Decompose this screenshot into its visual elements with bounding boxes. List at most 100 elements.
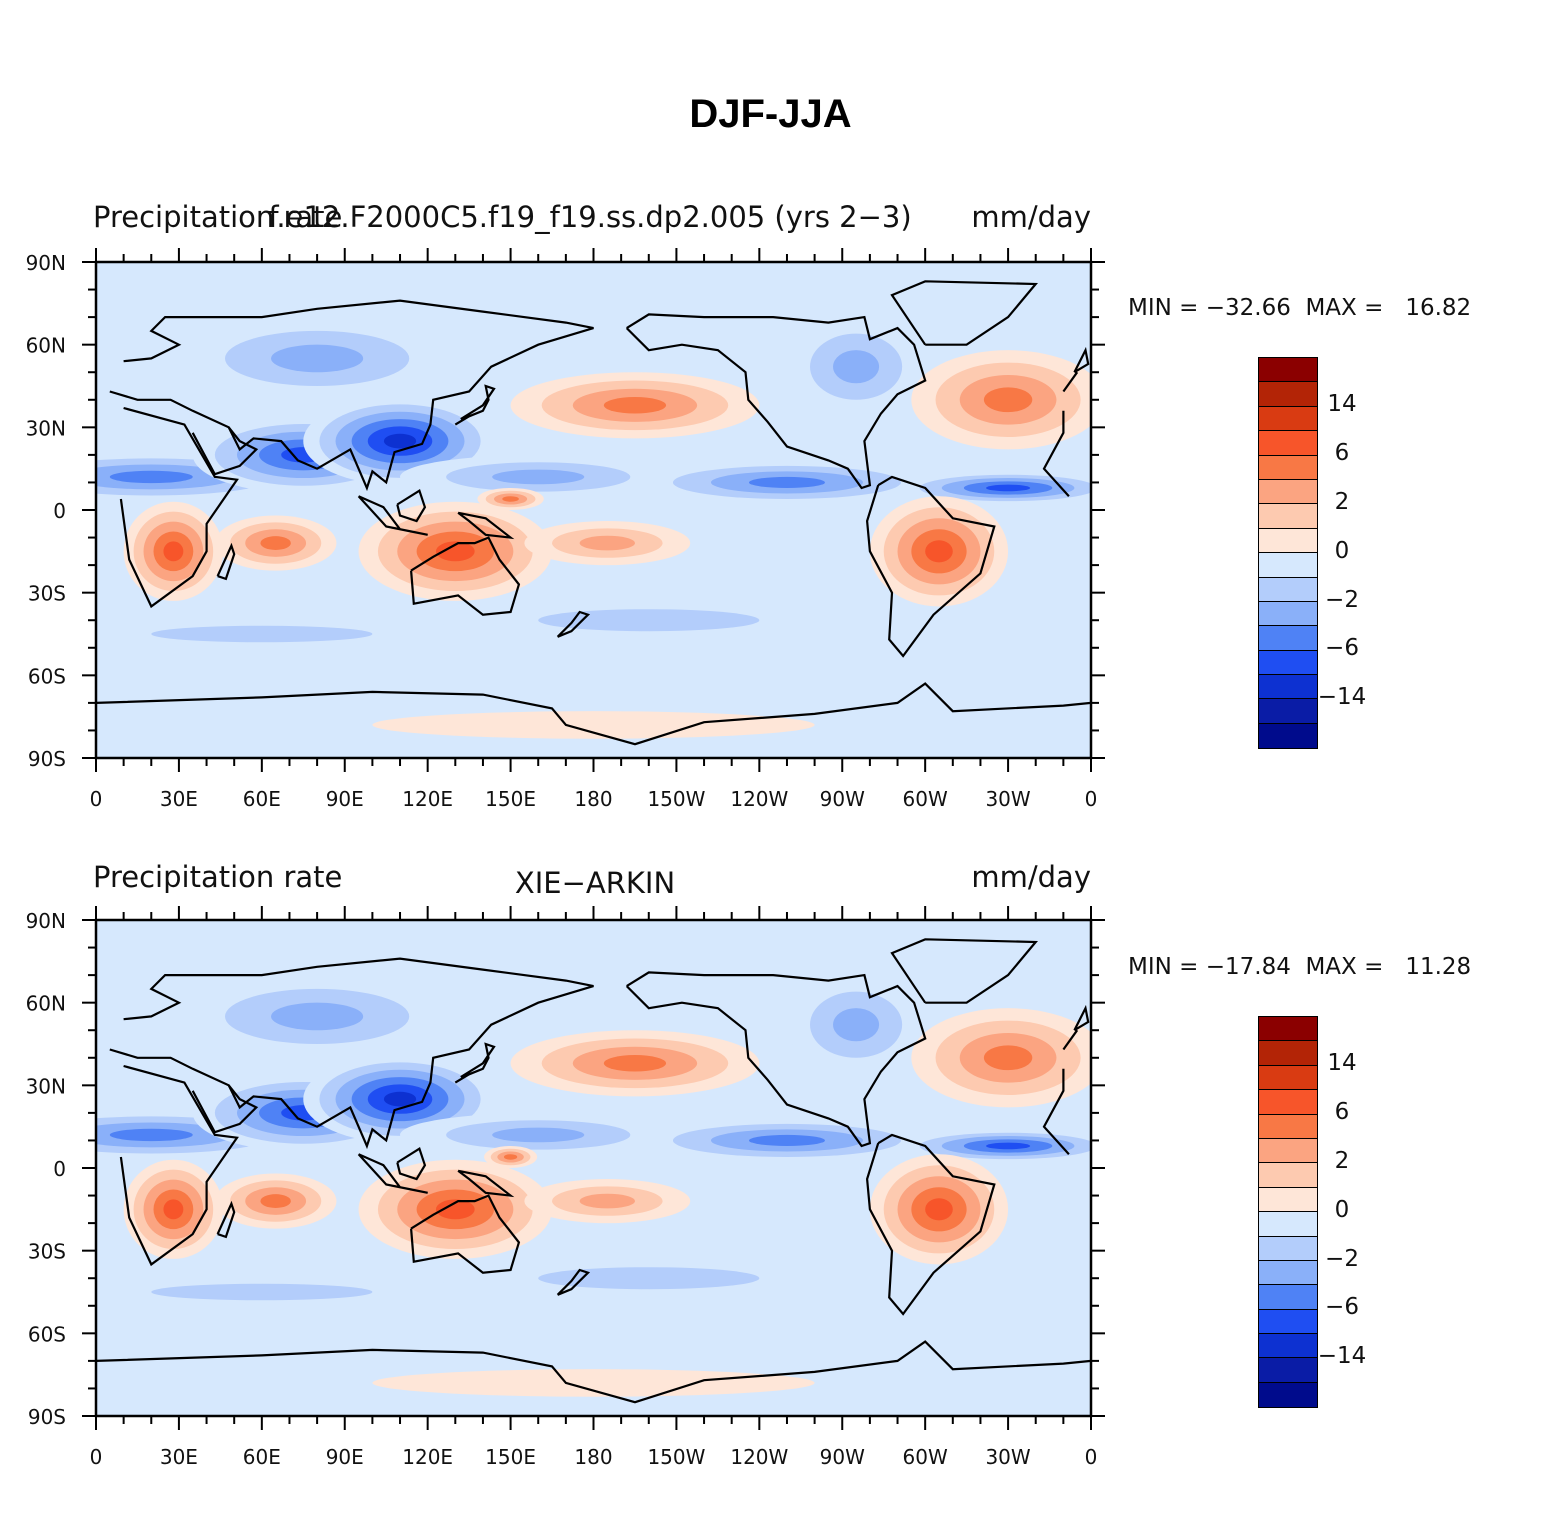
- colorbar-swatch: [1259, 1017, 1317, 1042]
- colorbar-label: 6: [1334, 1099, 1350, 1126]
- colorbar-swatch: [1259, 1065, 1317, 1091]
- colorbar-swatch: [1259, 406, 1317, 432]
- colorbar-label: 0: [1334, 1196, 1350, 1223]
- colorbar-label: −14: [1317, 1343, 1367, 1370]
- x-tick-label: 60W: [903, 787, 948, 811]
- colorbar-label: −6: [1325, 1294, 1359, 1321]
- colorbar-label: 14: [1327, 391, 1357, 418]
- colorbar: [1258, 357, 1318, 750]
- coastlines: [96, 938, 1091, 1404]
- x-tick-label: 180: [574, 787, 612, 811]
- colorbar-swatch: [1259, 1334, 1317, 1359]
- minmax-label: MIN = −32.66 MAX = 16.82: [1128, 295, 1472, 321]
- x-tick-label: 0: [1085, 1445, 1098, 1469]
- colorbar-swatch: [1259, 1285, 1317, 1310]
- colorbar-label: 6: [1334, 440, 1350, 467]
- page-title: DJF-JJA: [689, 92, 852, 136]
- x-tick-label: 90E: [326, 787, 364, 811]
- x-tick-label: 150E: [485, 787, 536, 811]
- y-tick-label: 60N: [26, 334, 66, 358]
- colorbar-swatch: [1259, 382, 1317, 407]
- map-panel-2: 0 30E 60E 90E 120E 150E 180 150W 120W 90W 60W 30W 09…: [26, 906, 1105, 1469]
- x-tick-label: 180: [574, 1445, 612, 1469]
- y-tick-label: 90N: [26, 909, 66, 933]
- model-panel: Precipitation rate f.e12.F2000C5.f19_f19…: [0, 0, 1541, 660]
- colorbar-swatch: [1259, 1041, 1317, 1066]
- x-tick-label: 60E: [243, 787, 281, 811]
- x-tick-label: 120W: [730, 787, 788, 811]
- colorbar-swatch: [1259, 528, 1317, 554]
- axis-ticks: 0 30E 60E 90E 120E 150E 180 150W 120W 90W 60W 30W 09…: [26, 248, 1105, 811]
- x-tick-label: 90E: [326, 1445, 364, 1469]
- map-panel-1: 0 30E 60E 90E 120E 150E 180 150W 120W 90W 60W 30W 09…: [26, 248, 1105, 811]
- colorbar-label: 2: [1334, 488, 1350, 515]
- y-tick-label: 30N: [26, 1074, 66, 1098]
- x-tick-label: 0: [1085, 787, 1098, 811]
- colorbar-swatch: [1259, 1236, 1317, 1261]
- y-tick-label: 30S: [28, 582, 66, 606]
- y-tick-label: 30S: [28, 1240, 66, 1264]
- colorbar-swatch: [1259, 1114, 1317, 1139]
- y-tick-label: 60S: [28, 664, 66, 688]
- colorbar-swatch: [1259, 626, 1317, 651]
- colorbar-swatch: [1259, 1163, 1317, 1188]
- precip-field: [96, 262, 1091, 758]
- panel-units-label: mm/day: [971, 860, 1091, 894]
- x-tick-label: 150W: [647, 1445, 705, 1469]
- panel-dataset-label: XIE−ARKIN: [514, 866, 676, 900]
- x-tick-label: 120E: [402, 787, 453, 811]
- colorbar-swatch: [1259, 1212, 1317, 1237]
- colorbar-label: −6: [1325, 635, 1359, 662]
- x-tick-label: 30E: [160, 1445, 198, 1469]
- colorbar-swatch: [1259, 650, 1317, 676]
- colorbar-swatch: [1259, 601, 1317, 627]
- colorbar-swatch: [1259, 577, 1317, 602]
- colorbar-swatch: [1259, 1138, 1317, 1164]
- colorbar-swatch: [1259, 1260, 1317, 1286]
- y-tick-label: 90S: [28, 747, 66, 771]
- x-tick-label: 30W: [985, 1445, 1030, 1469]
- x-tick-label: 120E: [402, 1445, 453, 1469]
- colorbar-label: 14: [1327, 1050, 1357, 1077]
- colorbar-label: −2: [1325, 1245, 1359, 1272]
- colorbar-swatch: [1259, 1358, 1317, 1383]
- colorbar-label: 2: [1334, 1147, 1350, 1174]
- colorbar-label: −14: [1317, 684, 1367, 711]
- y-tick-label: 30N: [26, 416, 66, 440]
- x-tick-label: 150E: [485, 1445, 536, 1469]
- panel-variable-label: Precipitation rate: [93, 860, 343, 894]
- panel-variable-label: Precipitation rate: [93, 200, 343, 234]
- colorbar-swatch: [1259, 1382, 1317, 1408]
- minmax-label: MIN = −17.84 MAX = 11.28: [1128, 954, 1472, 980]
- y-tick-label: 90N: [26, 251, 66, 275]
- x-tick-label: 30E: [160, 787, 198, 811]
- y-tick-label: 0: [53, 1157, 66, 1181]
- colorbar-swatch: [1259, 455, 1317, 480]
- colorbar-swatch: [1259, 1090, 1317, 1115]
- colorbar-swatch: [1259, 479, 1317, 505]
- y-tick-label: 90S: [28, 1405, 66, 1429]
- precip-field: [96, 920, 1091, 1416]
- colorbar-swatch: [1259, 553, 1317, 578]
- x-tick-label: 0: [90, 1445, 103, 1469]
- x-tick-label: 90W: [820, 787, 865, 811]
- x-tick-label: 150W: [647, 787, 705, 811]
- x-tick-label: 60E: [243, 1445, 281, 1469]
- colorbar-swatch: [1259, 504, 1317, 529]
- colorbar-label: −2: [1325, 586, 1359, 613]
- x-tick-label: 120W: [730, 1445, 788, 1469]
- colorbar-swatch: [1259, 675, 1317, 700]
- observation-panel: Precipitation rate XIE−ARKIN mm/day MIN …: [0, 0, 1541, 980]
- x-tick-label: 30W: [985, 787, 1030, 811]
- x-tick-label: 90W: [820, 1445, 865, 1469]
- colorbar-swatch: [1259, 358, 1317, 383]
- colorbar-swatch: [1259, 1309, 1317, 1335]
- x-tick-label: 0: [90, 787, 103, 811]
- x-tick-label: 60W: [903, 1445, 948, 1469]
- coastlines: [96, 280, 1091, 746]
- panel-units-label: mm/day: [971, 200, 1091, 234]
- colorbar-swatch: [1259, 431, 1317, 456]
- colorbar-swatch: [1259, 699, 1317, 724]
- colorbar: [1258, 1016, 1318, 1409]
